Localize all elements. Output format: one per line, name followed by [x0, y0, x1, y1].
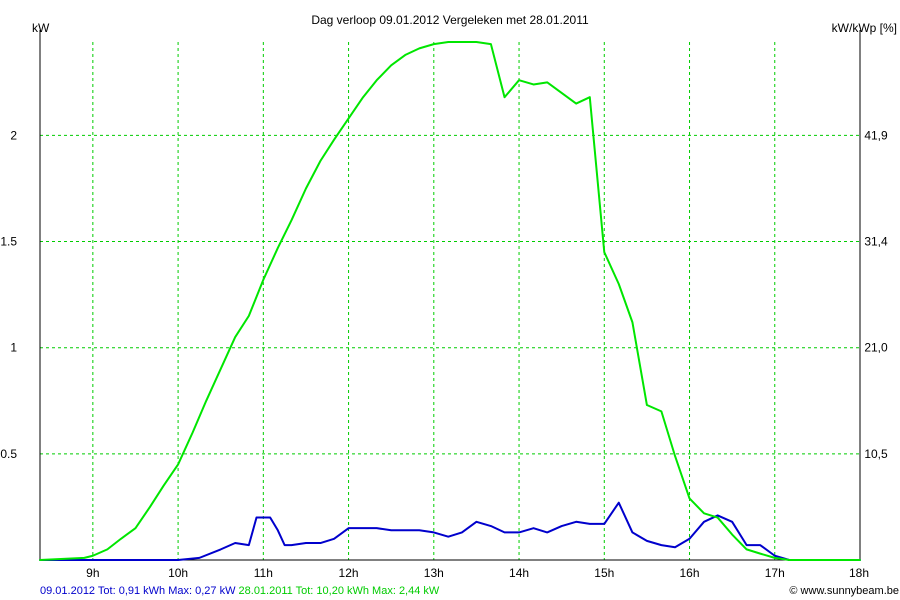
- y-tick-label-left: 0.5: [0, 447, 17, 461]
- watermark-text: © www.sunnybeam.be: [789, 585, 899, 597]
- x-tick-label: 18h: [849, 566, 869, 580]
- y-tick-label-right: 10,5: [864, 447, 888, 461]
- series-line-2011: [39, 41, 861, 561]
- grid-layer: [40, 42, 860, 560]
- y-axis-right-label: kW/kWp [%]: [832, 21, 897, 35]
- x-tick-label: 17h: [765, 566, 785, 580]
- x-tick-label: 13h: [424, 566, 444, 580]
- x-tick-label: 9h: [86, 566, 99, 580]
- y-tick-label-left: 1.5: [0, 235, 17, 249]
- x-tick-label: 14h: [509, 566, 529, 580]
- footer-legend: 09.01.2012 Tot: 0,91 kWh Max: 0,27 kW 28…: [40, 585, 440, 597]
- x-tick-label: 15h: [594, 566, 614, 580]
- y-tick-label-right: 21,0: [864, 341, 888, 355]
- y-tick-label-left: 1: [10, 341, 17, 355]
- x-tick-label: 10h: [168, 566, 188, 580]
- chart-title: Dag verloop 09.01.2012 Vergeleken met 28…: [311, 13, 589, 27]
- y-axis-left-label: kW: [32, 21, 50, 35]
- x-tick-label: 16h: [680, 566, 700, 580]
- legend-2011: 28.01.2011 Tot: 10,20 kWh Max: 2,44 kW: [235, 585, 439, 597]
- x-tick-label: 11h: [254, 566, 273, 580]
- y-tick-label-left: 2: [10, 128, 17, 142]
- series-layer: [39, 41, 861, 561]
- x-tick-label: 12h: [339, 566, 359, 580]
- y-tick-label-right: 41,9: [864, 128, 888, 142]
- series-line-2012: [39, 501, 861, 561]
- legend-2012: 09.01.2012 Tot: 0,91 kWh Max: 0,27 kW: [40, 585, 236, 597]
- tick-layer: 9h 10h 11h 12h 13h 14h 15h 16h 17h 18h 0.5 1 1.5 2 10,…: [0, 128, 888, 580]
- y-tick-label-right: 31,4: [864, 235, 888, 249]
